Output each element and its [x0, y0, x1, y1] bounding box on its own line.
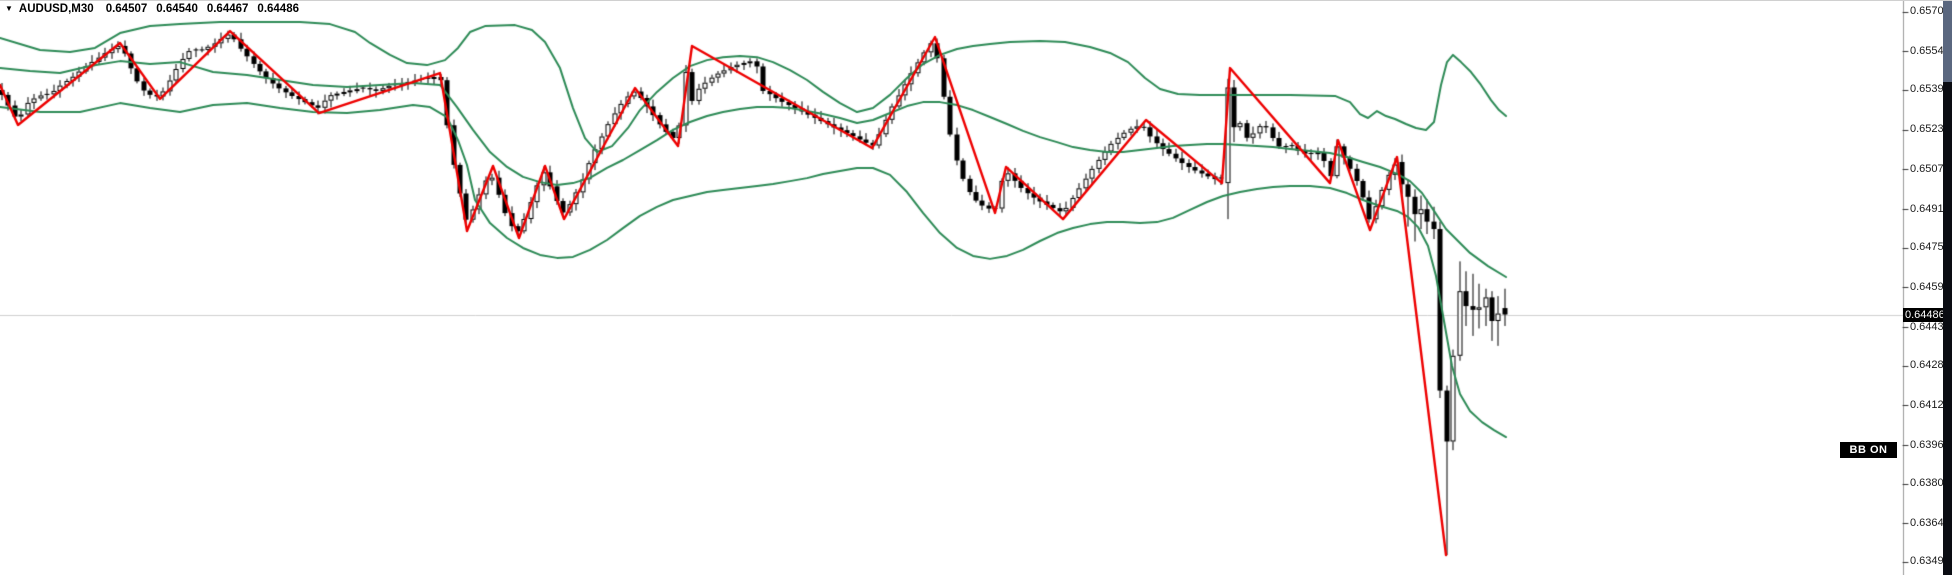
current-price-tag: 0.64486	[1903, 307, 1947, 322]
quote-close: 0.64486	[257, 3, 299, 15]
window-edge-strip	[1943, 0, 1952, 575]
chart-ohlc-header: ▼ AUDUSD,M30 0.64507 0.64540 0.64467 0.64486	[5, 3, 308, 15]
quote-high: 0.64540	[156, 3, 198, 15]
symbol-timeframe-label: AUDUSD,M30	[18, 3, 94, 15]
quote-open: 0.64507	[105, 3, 148, 15]
window-edge-strip-top	[1943, 0, 1952, 82]
quote-low: 0.64467	[206, 3, 249, 15]
chevron-down-icon[interactable]: ▼	[5, 4, 13, 13]
bb-toggle-badge[interactable]: BB ON	[1840, 442, 1897, 458]
